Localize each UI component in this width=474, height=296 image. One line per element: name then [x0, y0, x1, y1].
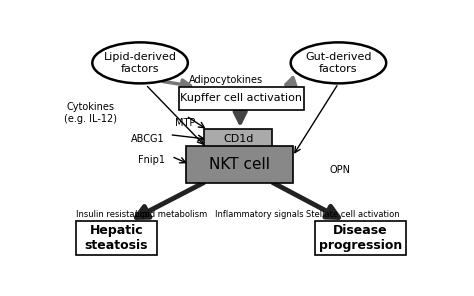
- Text: Lipid metabolism: Lipid metabolism: [135, 210, 208, 219]
- Text: ABCG1: ABCG1: [131, 134, 164, 144]
- Text: OPN: OPN: [329, 165, 350, 175]
- Text: Gut-derived
factors: Gut-derived factors: [305, 52, 372, 74]
- FancyBboxPatch shape: [186, 146, 292, 183]
- Text: Stellate cell activation: Stellate cell activation: [306, 210, 400, 219]
- Text: Fnip1: Fnip1: [138, 155, 165, 165]
- Text: Adipocytokines: Adipocytokines: [189, 75, 264, 85]
- Text: Inflammatory signals: Inflammatory signals: [215, 210, 304, 219]
- Text: MTP: MTP: [175, 118, 195, 128]
- FancyBboxPatch shape: [315, 221, 406, 255]
- Text: Cytokines
(e.g. IL-12): Cytokines (e.g. IL-12): [64, 102, 117, 124]
- Text: Disease
progression: Disease progression: [319, 224, 402, 252]
- Text: NKT cell: NKT cell: [209, 157, 270, 172]
- Text: Kupffer cell activation: Kupffer cell activation: [180, 93, 302, 103]
- FancyBboxPatch shape: [179, 87, 303, 110]
- FancyBboxPatch shape: [204, 129, 272, 148]
- FancyBboxPatch shape: [76, 221, 156, 255]
- Text: Hepatic
steatosis: Hepatic steatosis: [84, 224, 148, 252]
- Text: Insulin resistance: Insulin resistance: [76, 210, 149, 219]
- Text: Lipid-derived
factors: Lipid-derived factors: [103, 52, 177, 74]
- Text: CD1d: CD1d: [223, 134, 254, 144]
